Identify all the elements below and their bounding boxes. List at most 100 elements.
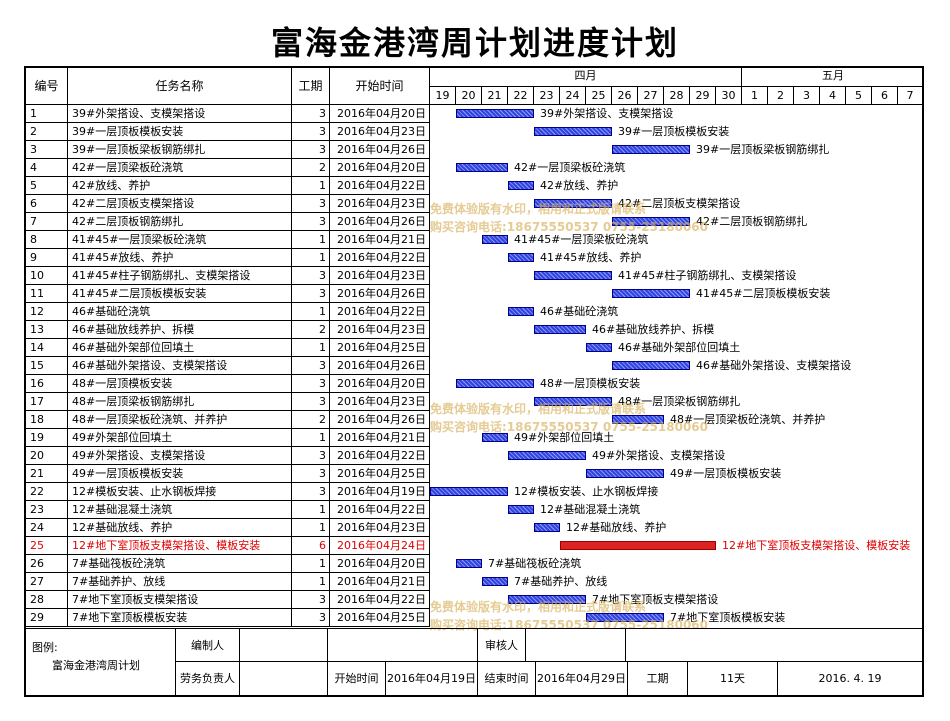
task-name: 46#基础砼浇筑 xyxy=(68,303,292,321)
gantt-bar-label: 46#基础外架部位回填土 xyxy=(618,341,741,354)
task-duration: 3 xyxy=(292,213,330,231)
task-start: 2016年04月19日 xyxy=(330,483,430,501)
task-start: 2016年04月23日 xyxy=(330,321,430,339)
task-duration: 3 xyxy=(292,609,330,627)
task-duration: 1 xyxy=(292,339,330,357)
gantt-bar-label: 49#外架部位回填土 xyxy=(514,431,615,444)
task-duration: 1 xyxy=(292,573,330,591)
gantt-bar xyxy=(430,487,508,496)
task-start: 2016年04月25日 xyxy=(330,339,430,357)
task-num: 17 xyxy=(26,393,68,411)
gantt-bar-label: 46#基础砼浇筑 xyxy=(540,305,619,318)
task-duration: 3 xyxy=(292,195,330,213)
gantt-bar-label: 12#基础混凝土浇筑 xyxy=(540,503,641,516)
task-name: 41#45#放线、养护 xyxy=(68,249,292,267)
gantt-bar-label: 49#一层顶板模板安装 xyxy=(670,467,782,480)
task-name: 49#外架部位回填土 xyxy=(68,429,292,447)
task-num: 29 xyxy=(26,609,68,627)
task-num: 24 xyxy=(26,519,68,537)
task-name: 12#模板安装、止水钢板焊接 xyxy=(68,483,292,501)
gantt-bar-label: 42#放线、养护 xyxy=(540,179,619,192)
task-start: 2016年04月20日 xyxy=(330,105,430,123)
task-start: 2016年04月24日 xyxy=(330,537,430,555)
gantt-bar-label: 42#一层顶梁板砼浇筑 xyxy=(514,161,626,174)
task-num: 19 xyxy=(26,429,68,447)
task-num: 5 xyxy=(26,177,68,195)
task-start: 2016年04月21日 xyxy=(330,429,430,447)
task-start: 2016年04月26日 xyxy=(330,141,430,159)
project-name: 富海金港湾周计划 xyxy=(52,659,140,672)
task-start: 2016年04月23日 xyxy=(330,519,430,537)
task-duration: 1 xyxy=(292,231,330,249)
task-num: 25 xyxy=(26,537,68,555)
task-num: 26 xyxy=(26,555,68,573)
gantt-bar xyxy=(612,289,690,298)
task-num: 16 xyxy=(26,375,68,393)
task-duration: 2 xyxy=(292,321,330,339)
task-name: 48#一层顶梁板钢筋绑扎 xyxy=(68,393,292,411)
task-name: 48#一层顶模板安装 xyxy=(68,375,292,393)
gantt-bar-label: 7#基础筏板砼浇筑 xyxy=(488,557,582,570)
end-value: 2016年04月29日 xyxy=(536,662,628,696)
task-duration: 1 xyxy=(292,303,330,321)
gantt-bar-label: 41#45#柱子钢筋绑扎、支模架搭设 xyxy=(618,269,797,282)
day-22: 22 xyxy=(508,87,534,105)
gantt-bar-label: 12#地下室顶板支模架搭设、模板安装 xyxy=(722,539,911,552)
legend-label: 图例: xyxy=(32,641,58,654)
gantt-bar xyxy=(534,199,612,208)
gantt-bar xyxy=(508,307,534,316)
gantt-bar xyxy=(586,613,664,622)
gantt-bar-label: 12#模板安装、止水钢板焊接 xyxy=(514,485,659,498)
task-duration: 1 xyxy=(292,177,330,195)
task-duration: 3 xyxy=(292,483,330,501)
gantt-bar xyxy=(612,217,690,226)
day-6: 6 xyxy=(872,87,898,105)
task-num: 28 xyxy=(26,591,68,609)
header-duration: 工期 xyxy=(292,68,330,105)
gantt-bar-label: 48#一层顶梁板钢筋绑扎 xyxy=(618,395,741,408)
task-start: 2016年04月23日 xyxy=(330,195,430,213)
task-num: 3 xyxy=(26,141,68,159)
gantt-bar xyxy=(534,271,612,280)
header-name: 任务名称 xyxy=(68,68,292,105)
task-name: 46#基础放线养护、拆模 xyxy=(68,321,292,339)
gantt-table: 编号 任务名称 工期 开始时间 四月 五月 19 20 21 22 23 24 25 26 27… xyxy=(24,66,924,697)
task-name: 41#45#柱子钢筋绑扎、支模架搭设 xyxy=(68,267,292,285)
task-num: 14 xyxy=(26,339,68,357)
gantt-bar xyxy=(508,253,534,262)
task-name: 41#45#一层顶梁板砼浇筑 xyxy=(68,231,292,249)
task-name: 7#地下室顶板模板安装 xyxy=(68,609,292,627)
gantt-bar xyxy=(508,181,534,190)
gantt-row xyxy=(430,501,922,519)
task-name: 46#基础外架部位回填土 xyxy=(68,339,292,357)
gantt-bar-label: 46#基础外架搭设、支模架搭设 xyxy=(696,359,852,372)
gantt-bar-label: 7#地下室顶板模板安装 xyxy=(670,611,786,624)
task-name: 48#一层顶梁板砼浇筑、并养护 xyxy=(68,411,292,429)
day-30: 30 xyxy=(716,87,742,105)
task-duration: 1 xyxy=(292,249,330,267)
reviewer-value xyxy=(526,629,626,662)
month-april: 四月 xyxy=(430,68,742,87)
gantt-bar-label: 41#45#一层顶梁板砼浇筑 xyxy=(514,233,649,246)
end-label: 结束时间 xyxy=(478,662,536,696)
gantt-bar xyxy=(456,163,508,172)
gantt-bar xyxy=(586,343,612,352)
task-start: 2016年04月22日 xyxy=(330,591,430,609)
task-duration: 3 xyxy=(292,393,330,411)
task-name: 49#外架搭设、支模架搭设 xyxy=(68,447,292,465)
gantt-bar-label: 39#一层顶板模板安装 xyxy=(618,125,730,138)
gantt-bar-label: 39#外架搭设、支模架搭设 xyxy=(540,107,674,120)
task-duration: 6 xyxy=(292,537,330,555)
task-duration: 3 xyxy=(292,591,330,609)
gantt-bar xyxy=(560,541,716,550)
task-name: 42#一层顶梁板砼浇筑 xyxy=(68,159,292,177)
legend-cell: 图例: 富海金港湾周计划 xyxy=(26,629,176,696)
day-21: 21 xyxy=(482,87,508,105)
task-start: 2016年04月22日 xyxy=(330,177,430,195)
task-start: 2016年04月25日 xyxy=(330,465,430,483)
footer: 图例: 富海金港湾周计划 编制人 审核人 劳务负责人 开始时间 2016年04月… xyxy=(26,628,922,696)
gantt-bar xyxy=(456,379,534,388)
gantt-bar xyxy=(456,109,534,118)
task-num: 22 xyxy=(26,483,68,501)
watermark-line2: 购买咨询电话:18675550537 0755-25180060 xyxy=(430,420,708,434)
